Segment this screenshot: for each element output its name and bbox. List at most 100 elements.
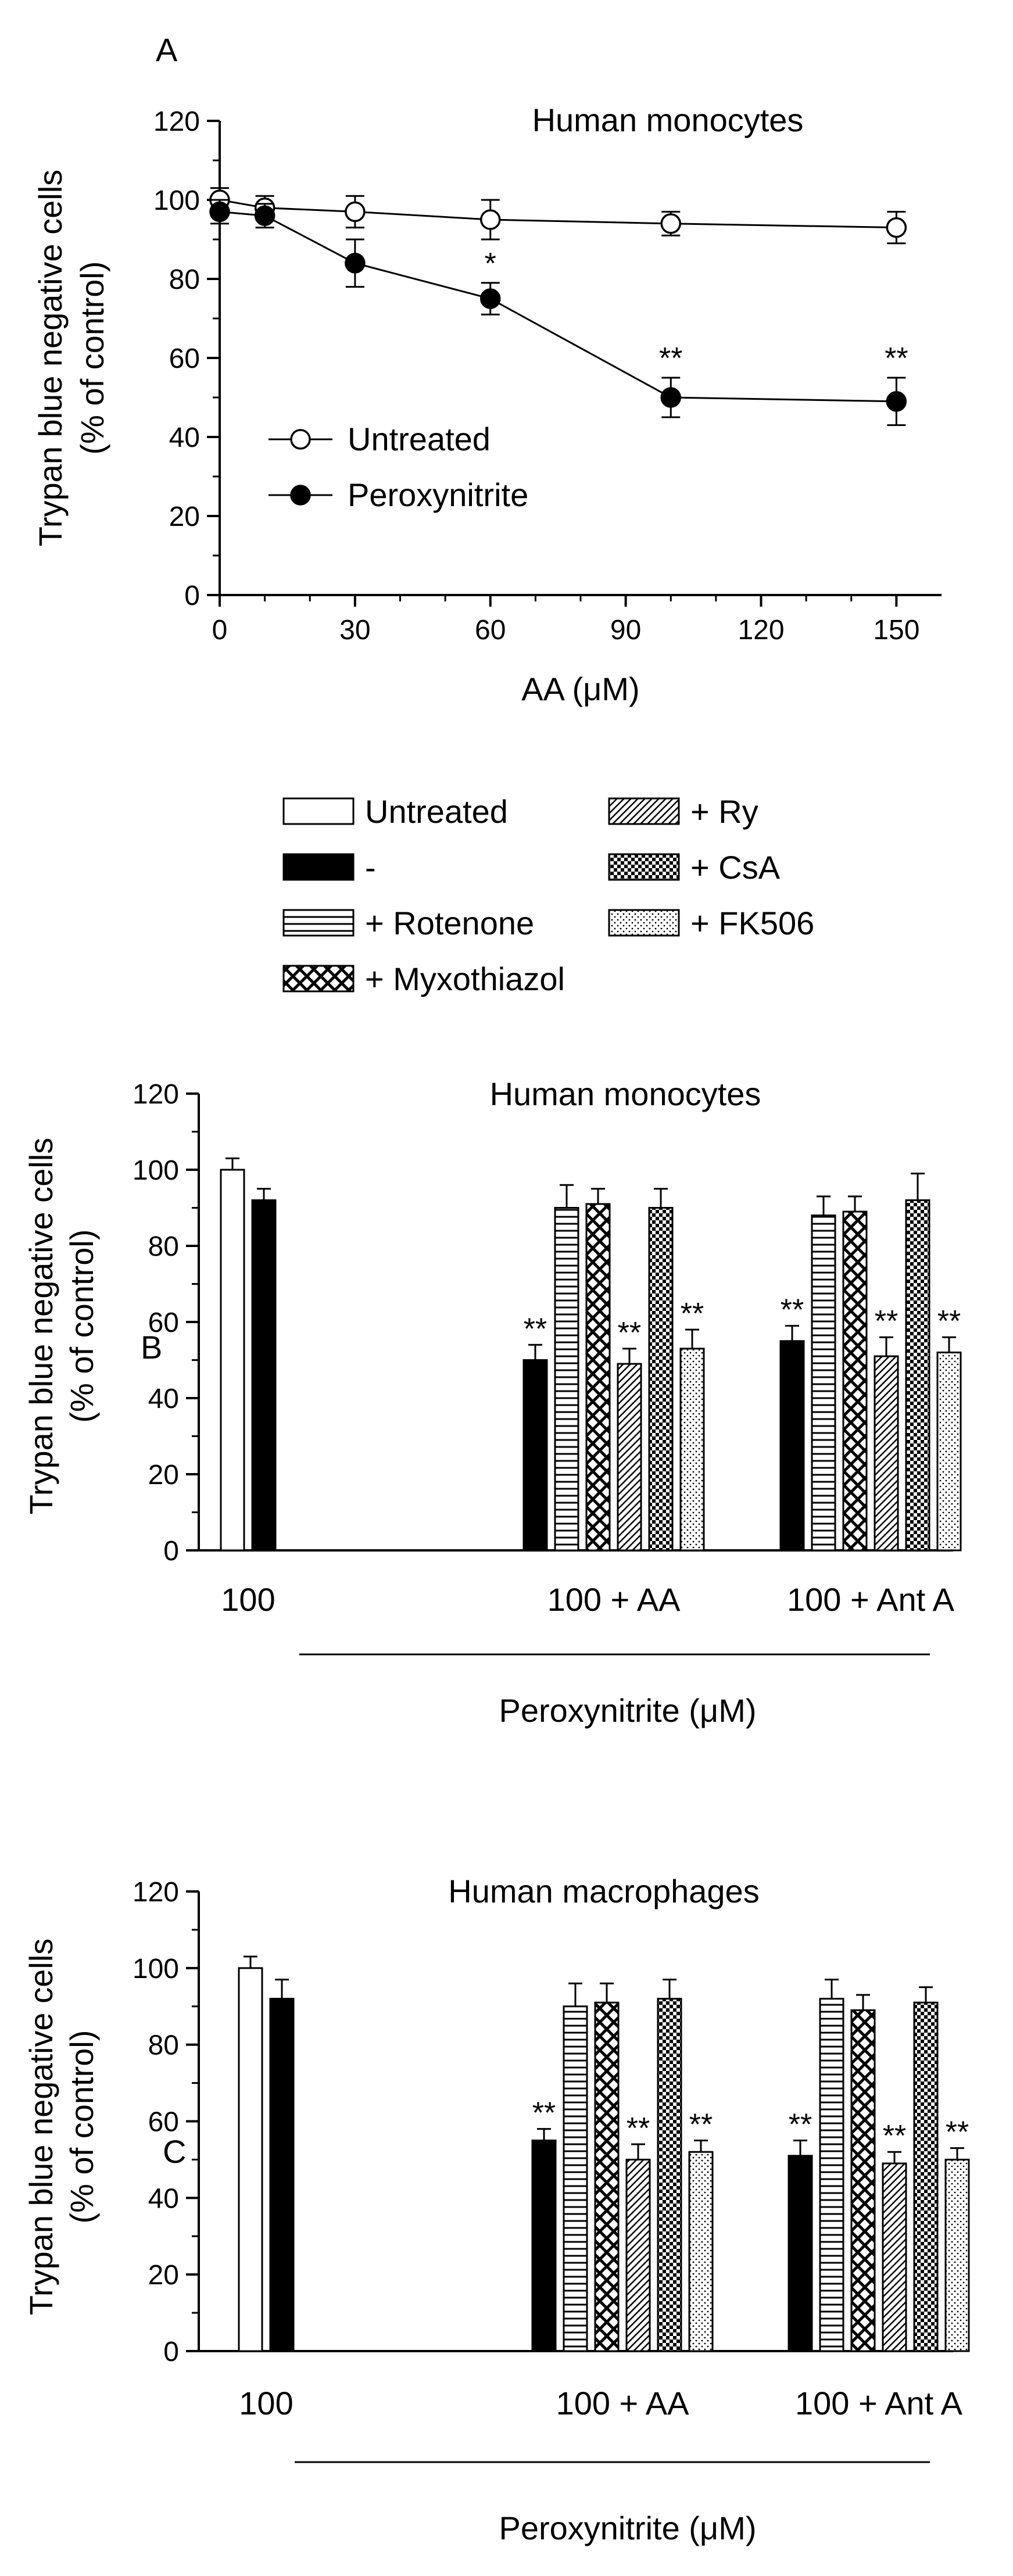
data-point	[886, 391, 907, 412]
group-label: 100 + AA	[547, 1581, 681, 1618]
panel-label-a: A	[156, 31, 178, 68]
data-point	[209, 201, 230, 223]
y-axis-label-2: (% of control)	[74, 261, 110, 455]
y-tick-label: 80	[148, 2030, 179, 2061]
significance-mark: **	[627, 2112, 650, 2145]
panel-label-b: B	[141, 1329, 162, 1366]
y-tick-label: 120	[153, 106, 200, 137]
chart-title: Human monocytes	[490, 1076, 761, 1112]
significance-mark: **	[875, 1305, 898, 1338]
significance-mark: **	[789, 2108, 812, 2141]
series-line	[219, 199, 897, 229]
legend-swatch	[282, 853, 355, 881]
data-point	[345, 253, 366, 274]
legend-swatch	[282, 797, 355, 825]
bar	[617, 1363, 642, 1552]
data-point	[886, 217, 907, 238]
significance-mark: **	[659, 342, 682, 375]
bar	[882, 2162, 907, 2352]
chart-title: Human macrophages	[448, 1873, 759, 1909]
data-point	[480, 209, 501, 230]
bar	[269, 1998, 295, 2352]
y-tick-label: 60	[148, 1307, 179, 1338]
y-tick-label: 0	[163, 1536, 179, 1567]
significance-mark: **	[524, 1312, 547, 1346]
legend-swatch	[282, 909, 355, 937]
y-tick-label: 100	[133, 1954, 179, 1984]
group-label: 100	[239, 2385, 293, 2421]
bar	[788, 2155, 813, 2352]
y-axis-label: Trypan blue negative cells	[32, 170, 69, 547]
series-line	[219, 210, 897, 403]
legend-label: + Myxothiazol	[365, 961, 565, 997]
x-axis-label: Peroxynitrite (μM)	[499, 2510, 757, 2546]
bar	[220, 1169, 245, 1552]
y-tick-label: 40	[169, 422, 200, 453]
chart-title: Human monocytes	[532, 102, 804, 138]
y-axis-label-2: (% of control)	[63, 1230, 100, 1423]
bar	[657, 1998, 682, 2352]
x-tick-label: 120	[738, 615, 784, 646]
bar	[563, 2005, 588, 2352]
legend-marker	[290, 485, 311, 506]
significance-mark: **	[937, 1305, 961, 1338]
y-axis-label-2: (% of control)	[63, 2030, 100, 2224]
y-tick-label: 40	[148, 1384, 179, 1414]
legend-label: Peroxynitrite	[348, 476, 528, 513]
bar	[679, 1348, 705, 1552]
data-point	[660, 387, 681, 408]
x-tick-label: 0	[212, 615, 228, 646]
x-axis-label: Peroxynitrite (μM)	[499, 1692, 757, 1729]
chart-layer: A B C 0 20 40 60 80 100 120 0 30 60 90 120 150 Human mon…	[23, 31, 970, 2546]
legend-swatch	[608, 909, 680, 937]
bar	[238, 1967, 263, 2352]
legend-label: + Rotenone	[365, 905, 534, 941]
legend-label: -	[365, 849, 376, 886]
significance-mark: **	[689, 2108, 713, 2141]
y-tick-label: 80	[169, 264, 200, 295]
bar	[585, 1203, 611, 1552]
y-tick-label: 40	[148, 2183, 179, 2214]
data-point	[660, 213, 681, 234]
legend-swatch	[282, 965, 355, 993]
y-tick-label: 120	[133, 1079, 179, 1110]
bar	[913, 2001, 939, 2352]
significance-mark: **	[885, 342, 908, 375]
bar	[874, 1355, 899, 1552]
legend-label: Untreated	[348, 421, 491, 457]
group-label: 100 + Ant A	[795, 2385, 963, 2421]
bar	[811, 1214, 836, 1552]
x-tick-label: 30	[339, 615, 370, 646]
bar	[779, 1340, 805, 1552]
bar	[648, 1207, 674, 1552]
panel-label-c: C	[163, 2133, 186, 2170]
bar	[594, 2001, 620, 2352]
significance-mark: **	[532, 2097, 556, 2130]
bar	[936, 1351, 962, 1552]
bar	[251, 1199, 277, 1552]
y-tick-label: 60	[169, 343, 200, 374]
significance-mark: **	[618, 1316, 641, 1350]
legend-marker	[290, 429, 311, 450]
legend-label: + Ry	[690, 793, 758, 830]
data-point	[345, 201, 366, 223]
y-tick-label: 100	[153, 185, 200, 216]
legend-label: Untreated	[365, 793, 508, 830]
y-tick-label: 60	[148, 2107, 179, 2138]
bar	[819, 1998, 844, 2352]
data-point	[480, 288, 501, 309]
y-axis-label: Trypan blue negative cells	[23, 1939, 59, 2316]
y-tick-label: 80	[148, 1231, 179, 1262]
significance-mark: **	[946, 2116, 969, 2149]
group-label: 100	[221, 1581, 275, 1618]
bar	[944, 2158, 970, 2352]
y-axis-label: Trypan blue negative cells	[23, 1138, 59, 1515]
bar	[522, 1359, 548, 1552]
significance-mark: *	[485, 247, 496, 281]
x-tick-label: 150	[873, 615, 919, 646]
bar	[688, 2151, 714, 2352]
y-tick-label: 0	[184, 581, 200, 611]
group-label: 100 + AA	[556, 2385, 690, 2421]
y-tick-label: 20	[169, 501, 200, 532]
